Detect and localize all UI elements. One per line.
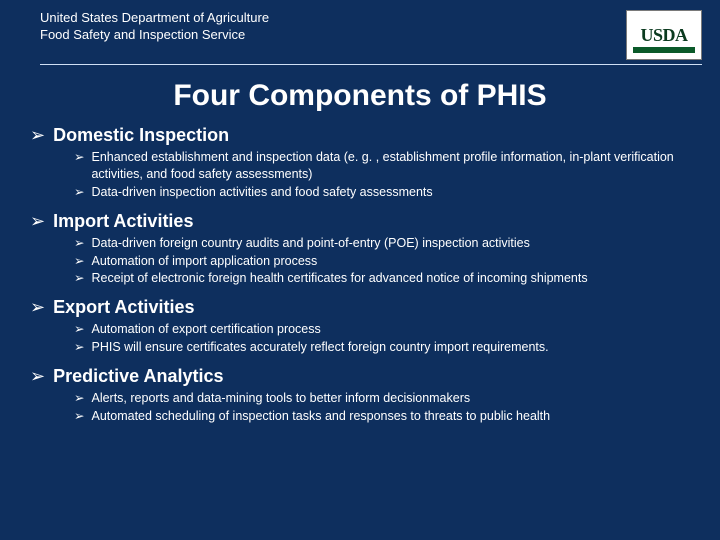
list-item-text: Automation of export certification proce… (91, 321, 320, 338)
bullet-arrow-icon: ➢ (74, 253, 84, 270)
usda-logo-text: USDA (640, 25, 687, 46)
usda-logo: USDA (626, 10, 702, 60)
list-item-text: Alerts, reports and data-mining tools to… (91, 390, 470, 407)
bullet-arrow-icon: ➢ (74, 339, 84, 356)
bullet-arrow-icon: ➢ (30, 125, 45, 146)
section-heading: ➢ Predictive Analytics (30, 366, 690, 387)
section-heading: ➢ Domestic Inspection (30, 125, 690, 146)
header-text-block: United States Department of Agriculture … (40, 10, 269, 44)
list-item: ➢ Data-driven foreign country audits and … (74, 235, 690, 252)
section-domestic-inspection: ➢ Domestic Inspection ➢Enhanced establis… (30, 125, 690, 201)
list-item: ➢ Data-driven inspection activities and f… (74, 184, 690, 201)
section-sublist: ➢Enhanced establishment and inspection d… (30, 149, 690, 201)
list-item: ➢ Automation of export certification proc… (74, 321, 690, 338)
section-heading-text: Import Activities (53, 211, 193, 232)
list-item-text: Enhanced establishment and inspection da… (91, 149, 690, 183)
bullet-arrow-icon: ➢ (74, 235, 84, 252)
list-item: ➢ Automated scheduling of inspection task… (74, 408, 690, 425)
bullet-arrow-icon: ➢ (74, 321, 84, 338)
list-item: ➢ Alerts, reports and data-mining tools t… (74, 390, 690, 407)
section-heading-text: Predictive Analytics (53, 366, 223, 387)
section-heading: ➢ Export Activities (30, 297, 690, 318)
list-item: ➢Enhanced establishment and inspection d… (74, 149, 690, 183)
section-sublist: ➢ Data-driven foreign country audits and … (30, 235, 690, 288)
section-heading: ➢ Import Activities (30, 211, 690, 232)
list-item: ➢ Automation of import application proces… (74, 253, 690, 270)
bullet-arrow-icon: ➢ (74, 149, 84, 183)
slide-content: ➢ Domestic Inspection ➢Enhanced establis… (0, 125, 720, 425)
bullet-arrow-icon: ➢ (74, 184, 84, 201)
section-heading-text: Export Activities (53, 297, 194, 318)
section-sublist: ➢ Alerts, reports and data-mining tools t… (30, 390, 690, 425)
bullet-arrow-icon: ➢ (30, 297, 45, 318)
list-item-text: Automated scheduling of inspection tasks… (91, 408, 550, 425)
list-item-text: Data-driven foreign country audits and p… (91, 235, 529, 252)
list-item-text: PHIS will ensure certificates accurately… (91, 339, 548, 356)
slide-title: Four Components of PHIS (0, 65, 720, 125)
bullet-arrow-icon: ➢ (30, 211, 45, 232)
list-item: ➢ Receipt of electronic foreign health ce… (74, 270, 690, 287)
section-predictive-analytics: ➢ Predictive Analytics ➢ Alerts, reports … (30, 366, 690, 425)
usda-logo-bar (633, 47, 695, 53)
section-sublist: ➢ Automation of export certification proc… (30, 321, 690, 356)
list-item-text: Automation of import application process (91, 253, 317, 270)
header-line-1: United States Department of Agriculture (40, 10, 269, 27)
list-item-text: Data-driven inspection activities and fo… (91, 184, 432, 201)
bullet-arrow-icon: ➢ (74, 408, 84, 425)
list-item: ➢ PHIS will ensure certificates accuratel… (74, 339, 690, 356)
bullet-arrow-icon: ➢ (30, 366, 45, 387)
bullet-arrow-icon: ➢ (74, 270, 84, 287)
list-item-text: Receipt of electronic foreign health cer… (91, 270, 587, 287)
slide-header: United States Department of Agriculture … (0, 0, 720, 64)
section-import-activities: ➢ Import Activities ➢ Data-driven foreign… (30, 211, 690, 288)
header-line-2: Food Safety and Inspection Service (40, 27, 269, 44)
section-export-activities: ➢ Export Activities ➢ Automation of expor… (30, 297, 690, 356)
section-heading-text: Domestic Inspection (53, 125, 229, 146)
bullet-arrow-icon: ➢ (74, 390, 84, 407)
